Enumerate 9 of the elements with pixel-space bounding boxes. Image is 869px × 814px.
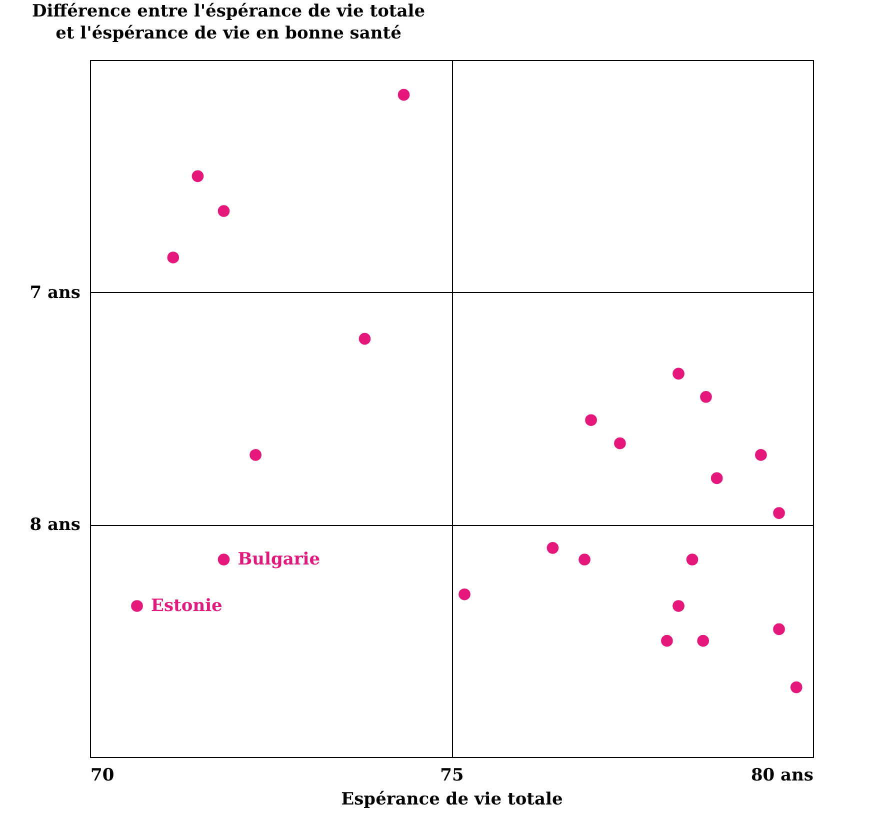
x-tick-label: 80 ans: [750, 766, 814, 786]
y-tick-label: 8 ans: [30, 515, 80, 536]
annotation: Bulgarie: [238, 550, 320, 570]
y-axis-title: Différence entre l'éspérance de vie totale et l'éspérance de vie en bonne santé: [32, 2, 426, 44]
annotation: Estonie: [150, 596, 223, 616]
x-axis-title: Espérance de vie totale: [341, 790, 564, 810]
y-tick-label: 7 ans: [30, 282, 80, 303]
x-tick-label: 70: [90, 766, 114, 786]
x-tick-label: 75: [440, 766, 464, 786]
